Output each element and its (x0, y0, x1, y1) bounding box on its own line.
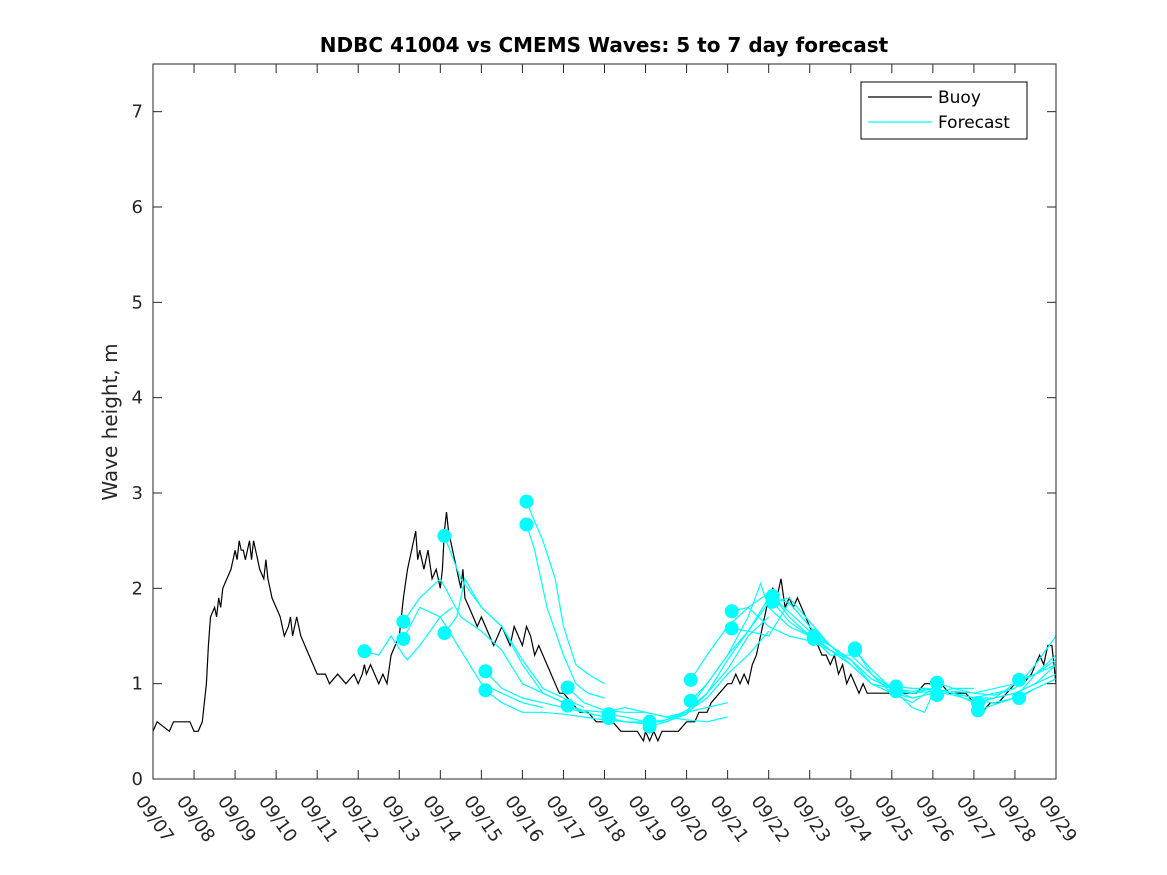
forecast-run-line (649, 597, 811, 728)
plot-frame (152, 63, 1057, 780)
y-axis-label: Wave height, m (98, 343, 122, 500)
x-tick-label: 09/12 (336, 792, 383, 847)
x-tick-label: 09/28 (993, 792, 1040, 847)
x-tick-label: 09/13 (377, 792, 424, 847)
forecast-start-marker (519, 494, 534, 509)
forecast-run-line (649, 581, 810, 723)
x-tick-label: 09/25 (870, 792, 917, 847)
forecast-start-marker (396, 614, 411, 629)
legend-box (860, 81, 1028, 140)
forecast-run-line (364, 606, 453, 661)
legend-forecast-label: Forecast (938, 113, 1010, 133)
buoy-series-line (152, 512, 1057, 743)
y-tick-label: 1 (132, 674, 143, 695)
forecast-run-line (731, 601, 892, 689)
forecast-start-marker (847, 643, 862, 658)
forecast-run-line (443, 535, 605, 718)
x-tick-label: 09/11 (295, 792, 342, 847)
forecast-start-marker (396, 631, 411, 646)
forecast-start-marker (437, 626, 452, 641)
forecast-start-marker (357, 644, 372, 659)
x-tick-label: 09/21 (706, 792, 753, 847)
forecast-start-marker (601, 711, 616, 725)
forecast-start-marker (560, 680, 575, 695)
forecast-start-marker (724, 604, 739, 619)
forecast-run-line (402, 606, 544, 709)
x-tick-label: 09/29 (1034, 792, 1081, 847)
x-tick-label: 09/17 (541, 792, 588, 847)
x-tick-label: 09/23 (788, 792, 835, 847)
forecast-start-marker (930, 688, 944, 703)
y-tick-label: 4 (132, 388, 143, 409)
legend: Buoy Forecast (860, 81, 1028, 140)
forecast-start-marker (1012, 691, 1027, 705)
x-tick-label: 09/19 (623, 792, 670, 847)
forecast-run-line (936, 635, 1057, 696)
y-tick-label: 2 (132, 578, 143, 599)
forecast-run-line (813, 635, 954, 714)
forecast-run-line (443, 577, 585, 709)
x-tick-label: 09/15 (459, 792, 506, 847)
forecast-run-line (772, 595, 934, 704)
x-tick-label: 09/20 (664, 792, 711, 847)
y-tick-label: 6 (132, 197, 143, 218)
y-tick-label: 0 (132, 769, 143, 790)
x-tick-label: 09/16 (500, 792, 547, 847)
forecast-run-line (567, 702, 728, 718)
forecast-start-marker (765, 594, 780, 609)
x-tick-label: 09/24 (829, 792, 876, 847)
x-tick-label: 09/10 (254, 792, 301, 847)
x-tick-label: 09/22 (747, 792, 794, 847)
forecast-start-marker (971, 703, 985, 718)
axis-ticks: 0123456709/0709/0809/0909/1009/1109/1209… (131, 64, 1081, 846)
x-tick-label: 09/14 (418, 792, 465, 847)
x-tick-label: 09/26 (911, 792, 958, 847)
forecast-start-marker (478, 683, 493, 698)
chart-title: NDBC 41004 vs CMEMS Waves: 5 to 7 day fo… (320, 33, 889, 57)
forecast-start-marker (930, 675, 944, 690)
forecast-start-marker (478, 664, 493, 679)
x-tick-label: 09/18 (582, 792, 629, 847)
forecast-start-marker (724, 621, 739, 636)
forecast-start-marker (806, 631, 821, 646)
x-tick-label: 09/07 (131, 792, 178, 847)
forecast-run-line (525, 524, 605, 699)
y-tick-label: 5 (132, 292, 143, 313)
forecast-run-line (525, 501, 605, 685)
forecast-start-marker (642, 719, 657, 734)
forecast-run-line (402, 577, 564, 704)
forecast-start-marker (437, 528, 452, 543)
forecast-start-marker (1012, 672, 1027, 687)
forecast-start-marker (888, 684, 903, 699)
forecast-run-line (690, 597, 852, 702)
y-tick-label: 3 (132, 483, 143, 504)
y-tick-label: 7 (132, 102, 143, 123)
forecast-run-line (608, 616, 770, 725)
forecast-start-marker (560, 698, 575, 713)
plot-area (152, 494, 1057, 743)
forecast-run-line (485, 689, 646, 725)
forecast-start-marker (519, 517, 534, 532)
x-tick-label: 09/08 (172, 792, 219, 847)
forecast-start-marker (683, 693, 698, 708)
legend-buoy-label: Buoy (938, 88, 981, 108)
forecast-start-marker (683, 672, 698, 687)
x-tick-label: 09/27 (952, 792, 999, 847)
x-tick-label: 09/09 (213, 792, 260, 847)
